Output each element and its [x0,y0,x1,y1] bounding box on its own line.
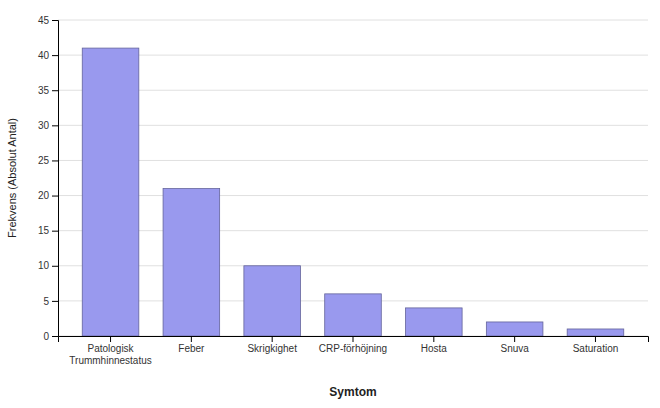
x-tick: Feber [178,336,205,354]
y-tick-label: 10 [38,260,50,271]
y-tick-mark [52,301,58,302]
x-tick-label: PatologiskTrummhinnestatus [69,343,151,366]
x-axis-title: Symtom [329,385,376,399]
grid-line [58,125,648,126]
bar [325,294,382,336]
y-tick: 20 [38,190,58,201]
x-tick-mark [110,336,111,342]
bar [82,48,139,336]
x-tick-label: CRP-förhöjning [319,343,387,354]
y-axis: 0 5 10 15 20 25 30 35 40 45 [38,15,59,342]
x-tick: Hosta [421,336,448,354]
x-tick: PatologiskTrummhinnestatus [69,336,151,366]
plot-area: 0 5 10 15 20 25 30 35 40 45 PatologiskTrummhinnest… [38,15,649,366]
y-tick: 10 [38,260,58,271]
bar [163,189,220,336]
bar [406,308,463,336]
y-tick-mark [52,231,58,232]
y-tick: 15 [38,225,58,236]
x-tick-mark [272,336,273,342]
x-tick: Saturation [573,336,619,354]
y-tick-label: 40 [38,50,50,61]
grid-line [58,160,648,161]
y-tick: 35 [38,85,58,96]
chart: 0 5 10 15 20 25 30 35 40 45 PatologiskTrummhinnest… [0,0,660,408]
x-tick: Skrigkighet [247,336,297,354]
x-tick-label: Feber [178,343,205,354]
x-axis-line [59,337,649,343]
y-tick-mark [52,160,58,161]
y-tick: 0 [43,331,58,342]
y-tick-mark [52,90,58,91]
x-tick-mark [353,336,354,342]
bar [244,266,301,336]
y-tick-mark [52,196,58,197]
grid-line [58,20,648,21]
y-axis-line [52,21,59,337]
y-tick: 5 [43,296,58,307]
y-tick-label: 35 [38,85,50,96]
y-tick: 25 [38,155,58,166]
x-tick-mark [514,336,515,342]
y-tick-label: 20 [38,190,50,201]
y-tick-mark [52,20,58,21]
x-axis: PatologiskTrummhinnestatus Feber Skrigkigh… [59,336,649,366]
x-tick-mark [595,336,596,342]
y-tick-mark [52,55,58,56]
bar [567,329,624,336]
bar [486,322,543,336]
y-axis-title: Frekvens (Absolut Antal) [6,118,18,238]
x-tick-label: Saturation [573,343,619,354]
grid [58,20,648,336]
x-tick-mark [433,336,434,342]
y-tick-label: 25 [38,155,50,166]
x-tick-mark [191,336,192,342]
y-tick-mark [52,125,58,126]
x-tick: Snuva [500,336,529,354]
y-tick-label: 0 [43,331,49,342]
grid-line [58,195,648,196]
grid-line [58,90,648,91]
y-tick-label: 45 [38,15,50,26]
y-tick-label: 5 [43,296,49,307]
y-tick-label: 30 [38,120,50,131]
y-tick-mark [52,336,58,337]
grid-line [58,55,648,56]
y-tick: 45 [38,15,58,26]
x-tick: CRP-förhöjning [319,336,387,354]
x-tick-label: Skrigkighet [247,343,297,354]
x-tick-label: Snuva [500,343,529,354]
grid-line [58,265,648,266]
y-tick: 40 [38,50,58,61]
y-tick: 30 [38,120,58,131]
y-tick-label: 15 [38,225,50,236]
y-tick-mark [52,266,58,267]
bars [82,48,624,336]
x-tick-label: Hosta [421,343,448,354]
grid-line [58,230,648,231]
